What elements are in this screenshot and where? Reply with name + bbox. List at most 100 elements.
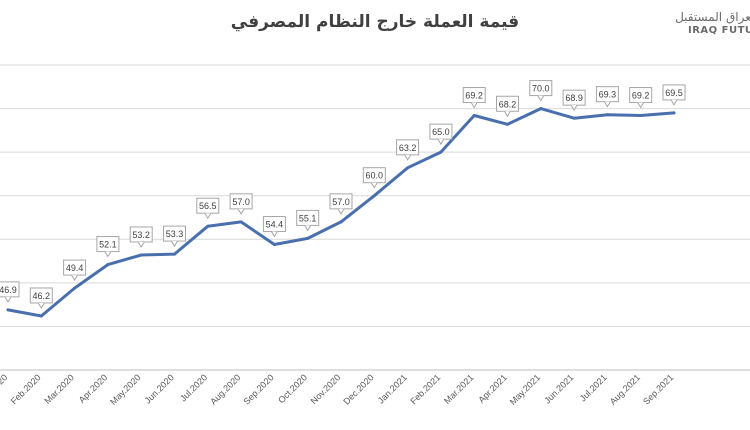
data-point — [406, 166, 410, 170]
data-point — [372, 194, 376, 198]
data-point — [472, 114, 476, 118]
data-point — [306, 236, 310, 240]
x-tick-label: Oct.2020 — [276, 372, 309, 405]
data-label-text: 46.2 — [33, 291, 51, 301]
data-labels: 46.9 46.2 49.4 52.1 53.2 53.3 56.5 57.0 54.4 55.1… — [0, 80, 686, 309]
data-label: 54.4 — [262, 216, 286, 238]
x-tick-label: Jul.2021 — [578, 372, 609, 403]
data-label: 57.0 — [229, 193, 253, 215]
data-label: 49.4 — [63, 259, 87, 282]
data-label: 65.0 — [429, 123, 453, 146]
data-label-text: 69.3 — [599, 90, 617, 100]
data-point — [173, 252, 176, 256]
data-label-pointer — [337, 208, 345, 215]
data-label: 53.2 — [129, 226, 153, 248]
x-tick-label: Mar.2021 — [442, 372, 476, 406]
data-label-pointer — [171, 240, 178, 248]
x-tick-label: Aug.2021 — [608, 372, 642, 406]
data-point — [572, 116, 576, 120]
data-point — [672, 111, 676, 115]
data-label: 53.3 — [163, 225, 186, 248]
x-tick-label: Jun.2021 — [542, 372, 575, 405]
data-point — [6, 308, 10, 312]
data-point — [73, 286, 77, 290]
x-tick-label: Sep.2021 — [641, 372, 675, 406]
data-label-text: 55.1 — [299, 213, 317, 223]
data-label-text: 70.0 — [532, 84, 550, 94]
data-point — [605, 113, 609, 117]
data-label: 69.2 — [462, 87, 486, 109]
x-tick-label: Mar.2020 — [42, 372, 76, 406]
data-label: 46.2 — [29, 287, 53, 309]
x-tick-labels: Jan.2020 Feb.2020 Mar.2020 Apr.2020May.2020… — [0, 372, 675, 407]
data-label-pointer — [204, 212, 212, 220]
x-tick-label: Jan.2021 — [376, 372, 409, 405]
data-label-pointer — [437, 138, 445, 146]
data-point — [239, 220, 243, 224]
data-point — [106, 263, 110, 267]
data-label-pointer — [104, 251, 112, 258]
data-label-pointer — [470, 102, 478, 109]
logo-arabic-text: العراق المستقبل — [675, 10, 750, 24]
data-label-pointer — [37, 302, 45, 309]
data-label: 63.2 — [396, 139, 420, 161]
data-label-pointer — [570, 104, 578, 112]
x-tick-label: May.2020 — [108, 372, 143, 407]
data-label-text: 57.0 — [332, 197, 350, 207]
data-label-text: 46.9 — [0, 285, 17, 295]
x-tick-label: Aug.2020 — [208, 372, 242, 406]
logo: العراق المستقبل IRAQ FUTURE FOUNDATION — [675, 10, 750, 36]
data-label-pointer — [370, 182, 378, 189]
data-label-text: 68.9 — [565, 93, 583, 103]
data-label: 57.0 — [329, 193, 353, 215]
data-label-pointer — [137, 241, 145, 248]
data-label: 46.9 — [0, 281, 20, 303]
data-label-text: 69.2 — [465, 91, 483, 101]
data-label-text: 56.5 — [199, 201, 217, 211]
data-point — [39, 314, 43, 318]
series-line — [6, 107, 676, 318]
x-tick-label: Dec.2020 — [341, 372, 375, 406]
data-label-text: 49.4 — [66, 263, 84, 273]
data-point — [272, 243, 276, 247]
data-label: 68.9 — [562, 89, 586, 112]
data-label: 55.1 — [296, 209, 320, 232]
data-label-pointer — [304, 225, 312, 232]
data-label-text: 53.2 — [132, 230, 150, 240]
x-tick-label: Jun.2020 — [143, 372, 176, 405]
x-tick-label: Nov.2020 — [309, 372, 343, 406]
data-label: 69.3 — [595, 86, 619, 108]
data-label-text: 53.3 — [166, 229, 184, 239]
data-label-pointer — [71, 274, 79, 282]
data-point — [139, 253, 143, 257]
data-label-pointer — [504, 110, 511, 118]
data-label-pointer — [4, 296, 12, 303]
data-point — [506, 122, 509, 126]
x-tick-label: Apr.2020 — [77, 372, 110, 405]
logo-english-text: IRAQ FUTURE FOUNDATION — [688, 25, 750, 36]
x-tick-label: Jan.2020 — [0, 372, 9, 405]
x-tick-label: Feb.2020 — [9, 372, 43, 406]
data-point — [539, 107, 543, 111]
data-label-pointer — [670, 99, 678, 106]
gridlines — [0, 64, 750, 327]
data-label-pointer — [537, 95, 545, 102]
data-label-pointer — [237, 208, 245, 215]
data-label-text: 60.0 — [366, 171, 384, 181]
data-label-text: 54.4 — [266, 220, 284, 230]
x-tick-label: Jul.2020 — [178, 372, 209, 403]
data-label: 56.5 — [196, 197, 220, 220]
data-label-pointer — [270, 231, 278, 238]
data-label: 70.0 — [529, 80, 553, 102]
data-label-text: 68.2 — [499, 99, 517, 109]
data-point — [339, 220, 343, 224]
data-label: 69.2 — [629, 87, 653, 109]
x-tick-label: Apr.2021 — [476, 372, 509, 405]
data-label: 60.0 — [362, 167, 386, 189]
data-label-text: 52.1 — [99, 240, 117, 250]
x-tick-label: Sep.2020 — [241, 372, 275, 406]
data-label-text: 57.0 — [232, 197, 250, 207]
data-label: 68.2 — [496, 95, 519, 118]
